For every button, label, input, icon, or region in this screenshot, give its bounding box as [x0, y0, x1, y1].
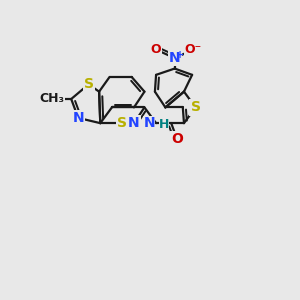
Text: O⁻: O⁻: [185, 43, 202, 56]
Text: N: N: [128, 116, 140, 130]
Text: N: N: [143, 116, 155, 130]
Text: N: N: [169, 51, 181, 65]
Text: S: S: [84, 77, 94, 91]
Text: N: N: [72, 111, 84, 125]
Text: S: S: [190, 100, 201, 114]
Text: CH₃: CH₃: [39, 92, 64, 106]
Text: +: +: [176, 50, 184, 60]
Text: O: O: [151, 43, 161, 56]
Text: O: O: [171, 132, 183, 146]
Text: S: S: [117, 116, 128, 130]
Text: H: H: [159, 118, 169, 131]
